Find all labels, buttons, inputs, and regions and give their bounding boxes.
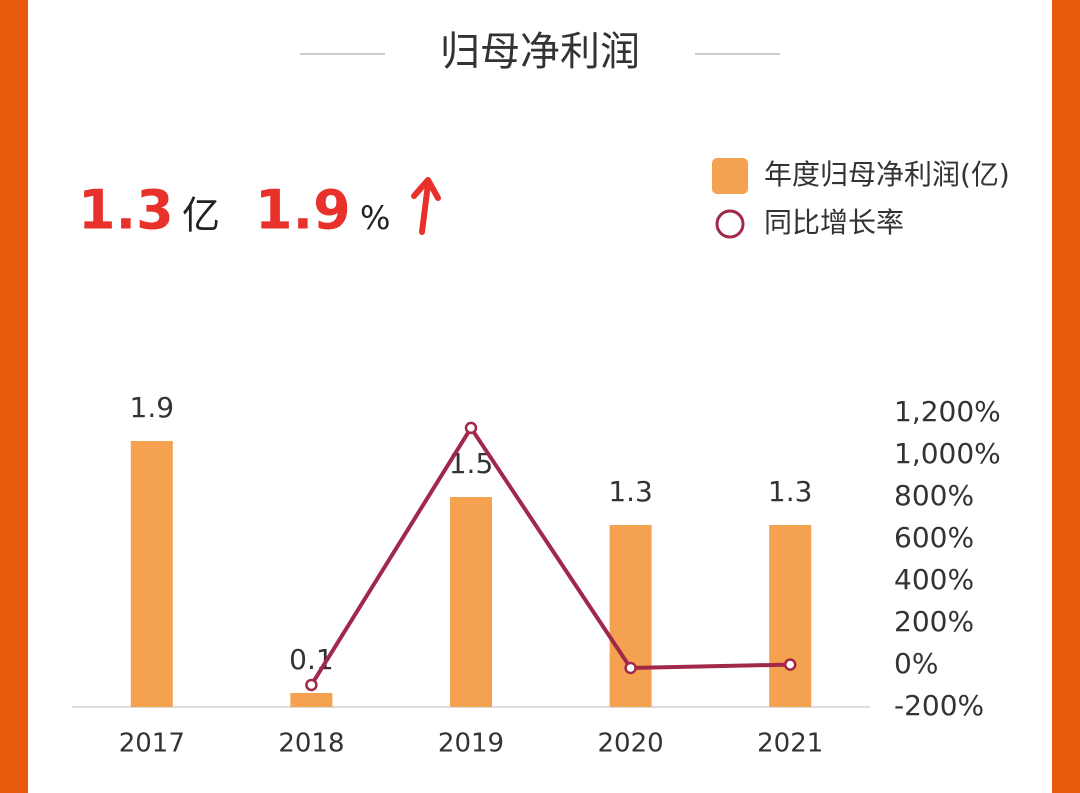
y2-tick-label: 800%	[894, 479, 974, 512]
x-tick-label: 2020	[598, 729, 664, 759]
x-tick-label: 2018	[278, 729, 344, 759]
line-point	[305, 678, 318, 692]
data-label: 1.9	[130, 391, 175, 424]
summary-value: 1.3	[78, 179, 174, 242]
data-label: 1.3	[608, 475, 653, 508]
line-point	[464, 421, 478, 435]
line-point	[783, 658, 797, 671]
x-tick-label: 2021	[757, 729, 823, 759]
legend-label: 同比增长率	[764, 206, 904, 239]
y2-tick-label: 1,200%	[894, 395, 1001, 428]
line-point	[624, 661, 637, 675]
y2-tick-label: 1,000%	[894, 437, 1001, 470]
bar	[130, 441, 173, 707]
legend-swatch	[712, 158, 748, 194]
legend-label: 年度归母净利润(亿)	[764, 158, 1010, 191]
summary-growth: 1.9	[255, 179, 351, 242]
up-arrow	[411, 177, 441, 235]
bar	[450, 497, 492, 707]
bar	[290, 693, 333, 707]
y2-tick-label: -200%	[894, 689, 984, 722]
y2-tick-label: 200%	[894, 605, 974, 638]
x-tick-label: 2019	[438, 729, 504, 759]
summary-unit: 亿	[182, 194, 220, 238]
summary-growth-unit: %	[360, 199, 390, 237]
legend-swatch	[715, 209, 745, 239]
y2-tick-label: 600%	[894, 521, 974, 554]
x-tick-label: 2017	[119, 729, 185, 759]
bar	[769, 525, 812, 707]
chart-title: 归母净利润	[440, 29, 640, 75]
y2-tick-label: 400%	[894, 563, 974, 596]
y2-tick-label: 0%	[894, 647, 938, 680]
line	[309, 424, 791, 687]
bar	[609, 525, 652, 707]
data-label: 1.3	[768, 475, 813, 508]
panel	[28, 0, 1052, 793]
